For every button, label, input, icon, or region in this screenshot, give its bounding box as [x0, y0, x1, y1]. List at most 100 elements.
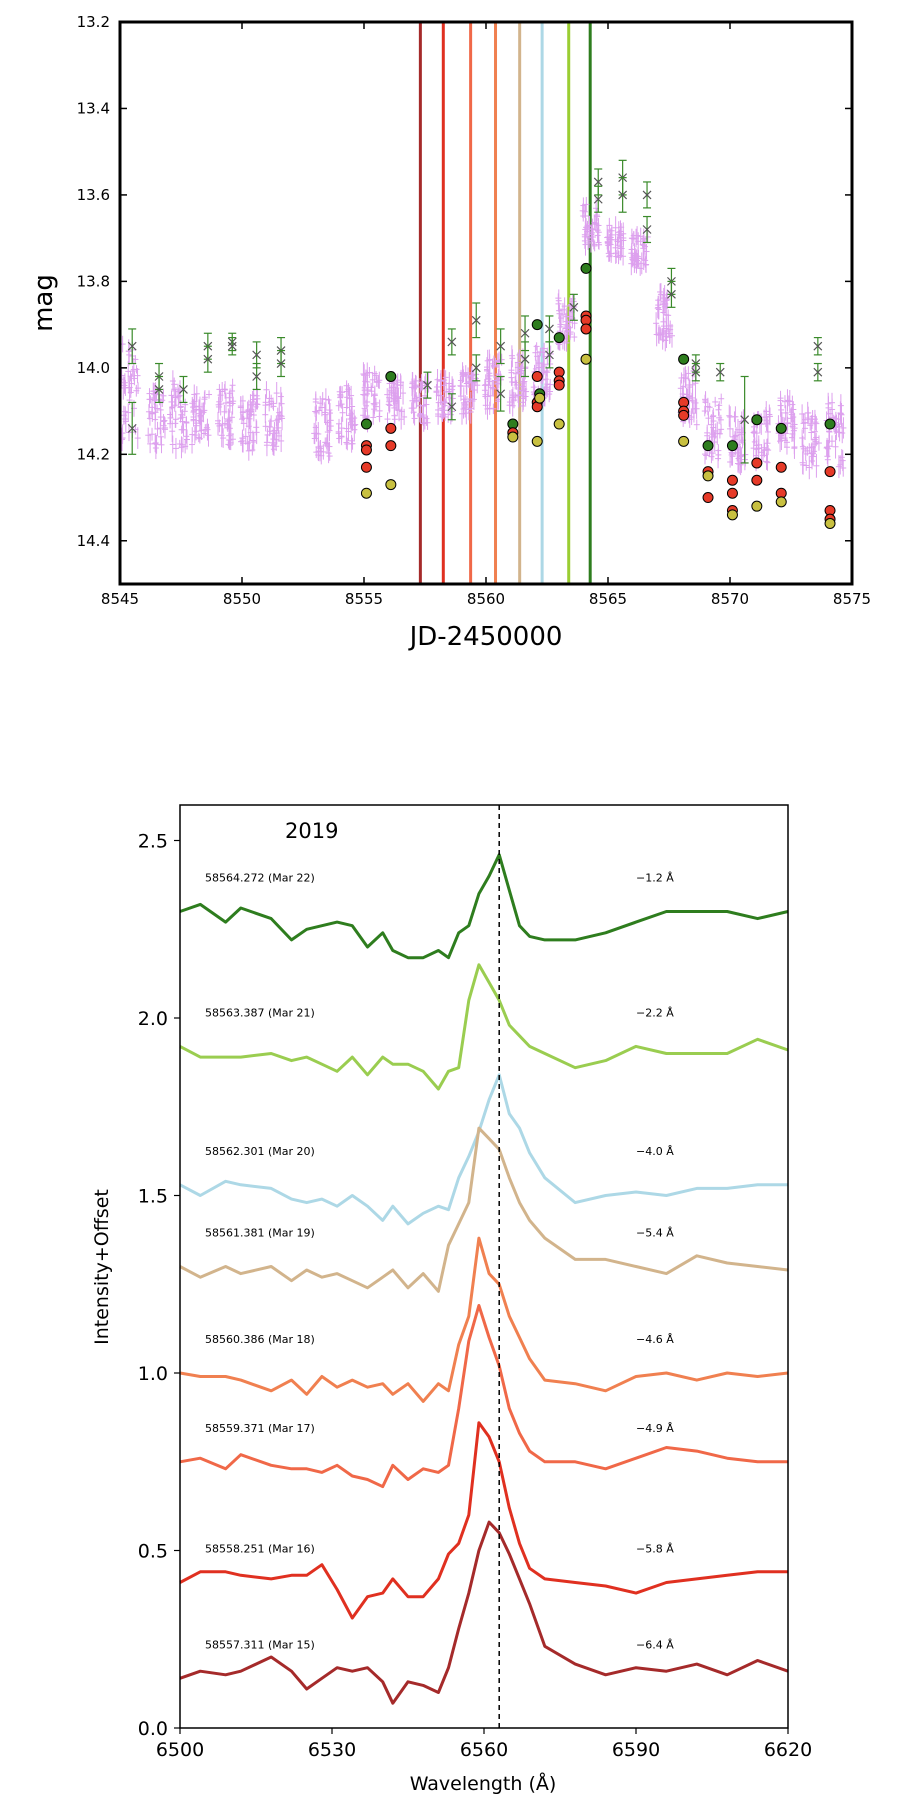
plus-point: [152, 435, 159, 453]
plus-point: [391, 392, 398, 406]
plus-point: [633, 260, 640, 274]
plus-point: [727, 420, 734, 437]
plus-point: [583, 218, 590, 237]
plus-point: [825, 439, 832, 458]
spectrum-date-label: 58564.272 (Mar 22): [205, 872, 315, 885]
plus-point: [781, 433, 788, 448]
spectrum-date-label: 58558.251 (Mar 16): [205, 1542, 315, 1555]
x-point: [667, 280, 676, 308]
plus-point: [134, 368, 141, 384]
plus-point: [229, 378, 236, 392]
plus-point: [784, 411, 791, 434]
plus-point: [513, 380, 520, 390]
plus-point: [579, 203, 586, 218]
circle-point: [580, 262, 592, 274]
circle-point: [775, 461, 787, 473]
circle-point: [824, 418, 836, 430]
plus-point: [799, 429, 806, 447]
plus-point: [193, 386, 200, 402]
plus-point: [735, 446, 742, 471]
equivalent-width-label: −4.6 Å: [636, 1333, 674, 1346]
plus-point: [388, 384, 395, 402]
x-point: [154, 375, 164, 404]
x-tick-label: 8560: [467, 590, 505, 608]
plus-point: [191, 399, 198, 415]
plus-point: [585, 235, 592, 250]
plus-point: [490, 381, 497, 397]
x-tick-label: 6590: [612, 1739, 660, 1761]
x-tick-label: 8565: [589, 590, 627, 608]
plus-point: [244, 436, 251, 452]
plus-point: [368, 382, 375, 392]
plus-point: [203, 423, 210, 432]
plus-point: [764, 415, 771, 432]
plus-point: [249, 444, 256, 456]
plus-point: [183, 429, 190, 444]
plus-point: [653, 322, 660, 347]
plus-point: [182, 398, 189, 411]
plus-point: [657, 283, 664, 301]
circle-point: [507, 431, 519, 443]
plus-point: [490, 403, 497, 415]
plus-point: [726, 404, 733, 427]
plus-point: [804, 401, 811, 425]
circle-point: [385, 370, 397, 382]
plus-point: [791, 416, 798, 440]
x-mark: [252, 372, 262, 381]
plus-point: [384, 412, 391, 426]
plus-point: [324, 440, 331, 451]
plus-point: [460, 399, 467, 419]
plus-point: [800, 413, 807, 434]
spectrum-line: [179, 1304, 788, 1489]
plus-point: [167, 418, 174, 429]
plus-point: [240, 402, 247, 421]
plus-point: [806, 443, 813, 453]
plus-point: [275, 422, 282, 434]
plus-point: [145, 404, 152, 420]
plus-point: [680, 379, 687, 394]
plus-point: [195, 432, 202, 443]
plus-point: [634, 253, 641, 268]
plus-point: [238, 437, 245, 446]
y-tick-label: 0.5: [138, 1541, 168, 1563]
plus-point: [678, 372, 685, 384]
spectrum-line: [179, 1236, 789, 1403]
plus-point: [764, 454, 771, 471]
plus-point: [132, 355, 139, 364]
x-mark: [227, 341, 237, 351]
plus-point: [835, 455, 842, 479]
spectrum-line: [179, 1073, 788, 1226]
y-axis-label: mag: [29, 274, 59, 332]
plus-point: [512, 375, 519, 390]
plus-point: [176, 439, 183, 449]
circle-point: [824, 466, 836, 478]
circle-point: [702, 470, 714, 482]
x-tick-label: 6530: [308, 1739, 356, 1761]
plus-point: [131, 371, 138, 386]
plus-point: [339, 403, 346, 422]
plus-point: [179, 437, 186, 453]
equivalent-width-label: −2.2 Å: [636, 1006, 674, 1019]
plus-point: [230, 396, 237, 406]
plus-point: [160, 388, 167, 404]
plus-point: [606, 217, 613, 233]
plus-point: [799, 404, 806, 424]
x-point: [447, 393, 457, 421]
plus-point: [312, 391, 319, 413]
plus-point: [608, 244, 615, 263]
plus-point: [825, 396, 832, 420]
plus-point: [840, 459, 847, 477]
plus-point: [702, 394, 709, 404]
plus-point: [705, 411, 712, 426]
equivalent-width-label: −6.4 Å: [636, 1638, 674, 1651]
circle-point: [726, 487, 738, 499]
plus-point: [485, 369, 492, 389]
plus-point: [216, 393, 223, 410]
x-mark: [667, 289, 676, 299]
plus-point: [153, 434, 160, 454]
plus-point: [178, 410, 185, 420]
plus-point: [490, 355, 497, 379]
y-tick-label: 14.0: [77, 359, 110, 377]
x-tick-label: 6620: [764, 1739, 812, 1761]
x-mark: [179, 385, 188, 394]
